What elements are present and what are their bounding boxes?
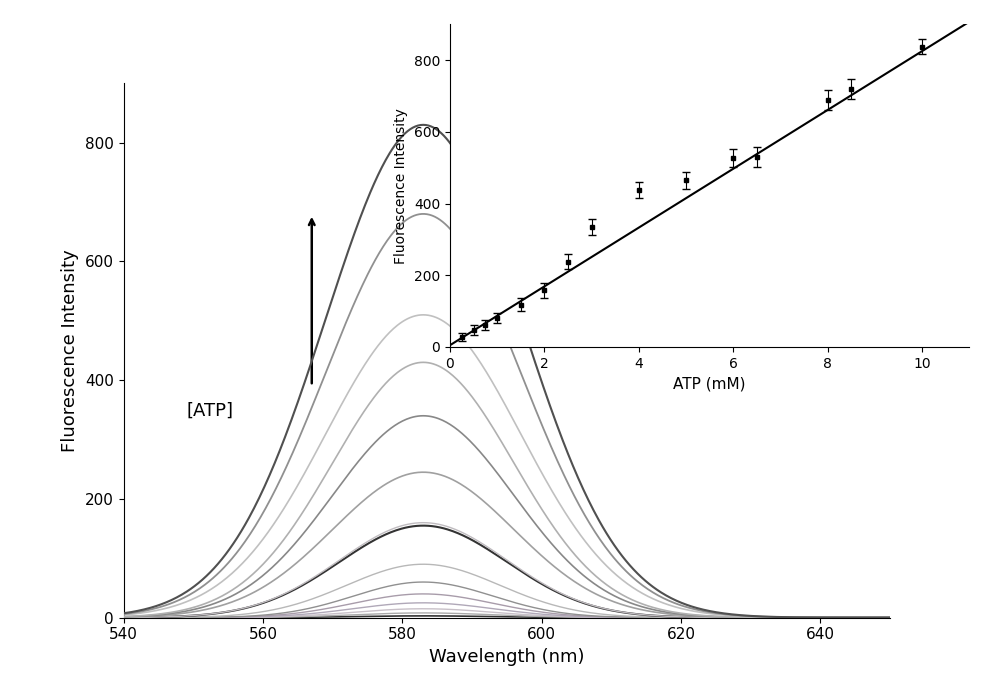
Y-axis label: Fluorescence Intensity: Fluorescence Intensity: [61, 249, 79, 452]
X-axis label: ATP (mM): ATP (mM): [674, 376, 746, 391]
X-axis label: Wavelength (nm): Wavelength (nm): [429, 648, 584, 666]
Text: [ATP]: [ATP]: [186, 402, 233, 420]
Y-axis label: Fluorescence Intensity: Fluorescence Intensity: [395, 108, 408, 264]
